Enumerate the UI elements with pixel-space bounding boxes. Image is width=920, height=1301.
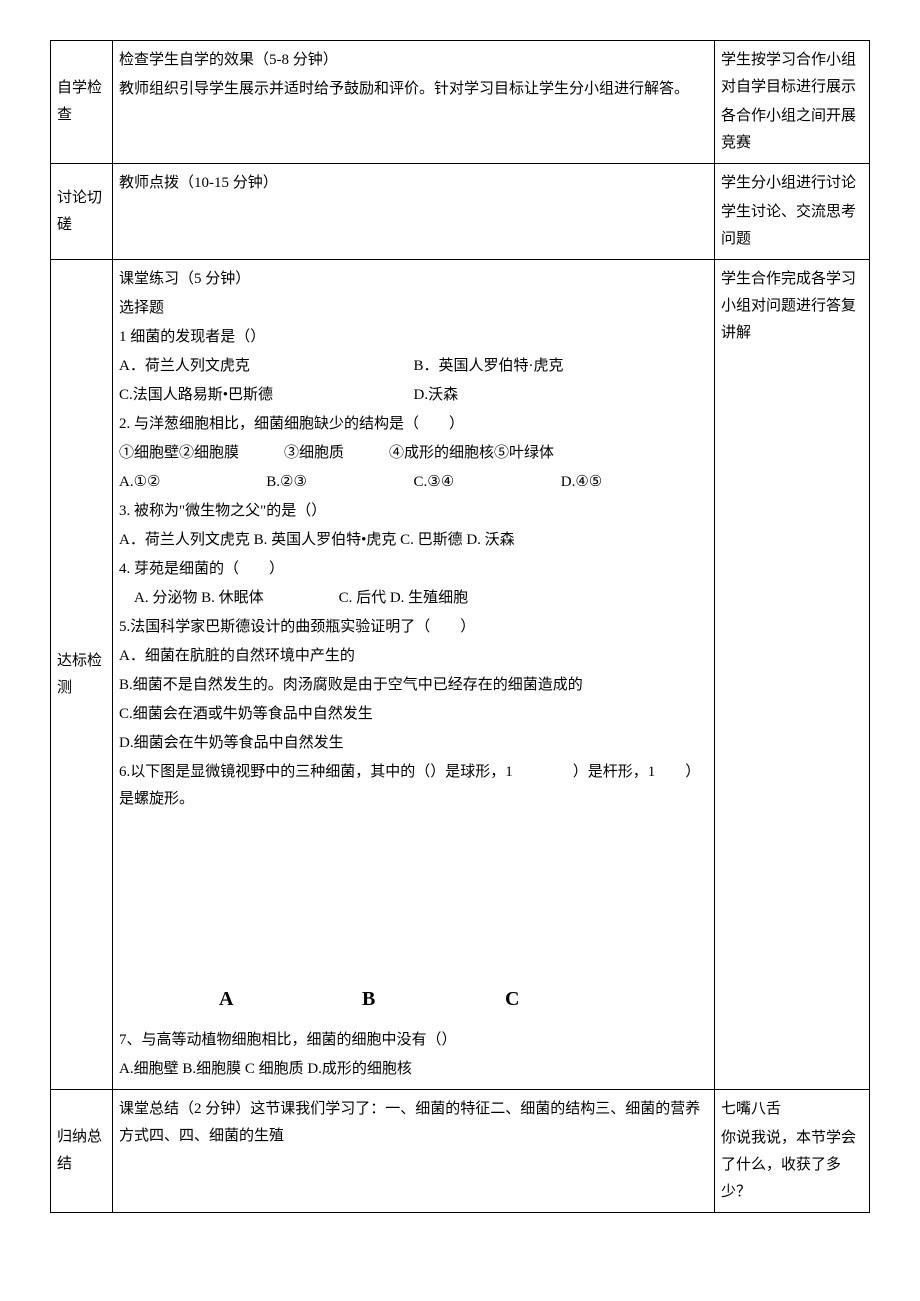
- cell-side: 学生按学习合作小组对自学目标进行展示 各合作小组之间开展竞赛: [715, 41, 870, 164]
- opt: A.①②: [119, 469, 266, 496]
- opt: B．英国人罗伯特·虎克: [414, 353, 709, 380]
- text-line: 选择题: [119, 295, 708, 322]
- label-text: 自学检查: [57, 80, 102, 123]
- opt: C.③④: [414, 469, 561, 496]
- question-2: 2. 与洋葱细胞相比，细菌细胞缺少的结构是（ ）: [119, 411, 708, 438]
- opt: C.法国人路易斯•巴斯德: [119, 382, 414, 409]
- text-line: 七嘴八舌: [721, 1096, 863, 1123]
- question-1: 1 细菌的发现者是（）: [119, 324, 708, 351]
- cell-side: 学生分小组进行讨论 学生讨论、交流思考问题: [715, 164, 870, 260]
- q3-opts: A．荷兰人列文虎克 B. 英国人罗伯特•虎克 C. 巴斯德 D. 沃森: [119, 527, 708, 554]
- q5-opt-a: A．细菌在肮脏的自然环境中产生的: [119, 643, 708, 670]
- label-c: C: [505, 981, 648, 1017]
- cell-side: 七嘴八舌 你说我说，本节学会了什么，收获了多少？: [715, 1090, 870, 1213]
- row-summary: 归纳总结 课堂总结（2 分钟）这节课我们学习了：一、细菌的特征二、细菌的结构三、…: [51, 1090, 870, 1213]
- cell-label: 归纳总结: [51, 1090, 113, 1213]
- question-7: 7、与高等动植物细胞相比，细菌的细胞中没有（）: [119, 1027, 708, 1054]
- cell-label: 达标检测: [51, 260, 113, 1090]
- label-text: 归纳总结: [57, 1129, 102, 1172]
- text-line: 各合作小组之间开展竞赛: [721, 103, 863, 157]
- q5-opt-b: B.细菌不是自然发生的。肉汤腐败是由于空气中已经存在的细菌造成的: [119, 672, 708, 699]
- label-text: 达标检测: [57, 653, 102, 696]
- opt: A．荷兰人列文虎克: [119, 353, 414, 380]
- row-discussion: 讨论切磋 教师点拨（10-15 分钟） 学生分小组进行讨论 学生讨论、交流思考问…: [51, 164, 870, 260]
- row-assessment: 达标检测 课堂练习（5 分钟） 选择题 1 细菌的发现者是（） A．荷兰人列文虎…: [51, 260, 870, 1090]
- text-line: 教师点拨（10-15 分钟）: [119, 170, 708, 197]
- opt: D.④⑤: [561, 469, 708, 496]
- cell-main: 教师点拨（10-15 分钟）: [113, 164, 715, 260]
- text-line: 学生按学习合作小组对自学目标进行展示: [721, 47, 863, 101]
- bacteria-image-placeholder: [119, 815, 708, 975]
- question-5: 5.法国科学家巴斯德设计的曲颈瓶实验证明了（ ）: [119, 614, 708, 641]
- text-line: 课堂练习（5 分钟）: [119, 266, 708, 293]
- label-b: B: [362, 981, 505, 1017]
- q4-opts: A. 分泌物 B. 休眠体 C. 后代 D. 生殖细胞: [119, 585, 708, 612]
- image-labels-row: A B C: [119, 981, 708, 1017]
- cell-side: 学生合作完成各学习小组对问题进行答复讲解: [715, 260, 870, 1090]
- row-self-check: 自学检查 检查学生自学的效果（5-8 分钟） 教师组织引导学生展示并适时给予鼓励…: [51, 41, 870, 164]
- q7-opts: A.细胞壁 B.细胞膜 C 细胞质 D.成形的细胞核: [119, 1056, 708, 1083]
- lesson-plan-table: 自学检查 检查学生自学的效果（5-8 分钟） 教师组织引导学生展示并适时给予鼓励…: [50, 40, 870, 1213]
- text-line: 学生合作完成各学习小组对问题进行答复讲解: [721, 266, 863, 347]
- text-line: 检查学生自学的效果（5-8 分钟）: [119, 47, 708, 74]
- q2-items: ①细胞壁②细胞膜 ③细胞质 ④成形的细胞核⑤叶绿体: [119, 440, 708, 467]
- q1-opts-row1: A．荷兰人列文虎克 B．英国人罗伯特·虎克: [119, 353, 708, 380]
- text-line: 学生讨论、交流思考问题: [721, 199, 863, 253]
- q2-opts: A.①② B.②③ C.③④ D.④⑤: [119, 469, 708, 496]
- text-line: 课堂总结（2 分钟）这节课我们学习了：一、细菌的特征二、细菌的结构三、细菌的营养…: [119, 1096, 708, 1150]
- text-line: 学生分小组进行讨论: [721, 170, 863, 197]
- cell-main: 课堂练习（5 分钟） 选择题 1 细菌的发现者是（） A．荷兰人列文虎克 B．英…: [113, 260, 715, 1090]
- q5-opt-c: C.细菌会在酒或牛奶等食品中自然发生: [119, 701, 708, 728]
- label-text: 讨论切磋: [57, 190, 102, 233]
- text-line: 你说我说，本节学会了什么，收获了多少？: [721, 1125, 863, 1206]
- text-line: 教师组织引导学生展示并适时给予鼓励和评价。针对学习目标让学生分小组进行解答。: [119, 76, 708, 103]
- label-a: A: [219, 981, 362, 1017]
- opt: D.沃森: [414, 382, 709, 409]
- opt: B.②③: [266, 469, 413, 496]
- question-4: 4. 芽苑是细菌的（ ）: [119, 556, 708, 583]
- q1-opts-row2: C.法国人路易斯•巴斯德 D.沃森: [119, 382, 708, 409]
- cell-label: 自学检查: [51, 41, 113, 164]
- cell-label: 讨论切磋: [51, 164, 113, 260]
- q5-opt-d: D.细菌会在牛奶等食品中自然发生: [119, 730, 708, 757]
- question-6: 6.以下图是显微镜视野中的三种细菌，其中的（）是球形，1 ）是杆形，1 ）是螺旋…: [119, 759, 708, 813]
- cell-main: 课堂总结（2 分钟）这节课我们学习了：一、细菌的特征二、细菌的结构三、细菌的营养…: [113, 1090, 715, 1213]
- question-3: 3. 被称为"微生物之父"的是（）: [119, 498, 708, 525]
- cell-main: 检查学生自学的效果（5-8 分钟） 教师组织引导学生展示并适时给予鼓励和评价。针…: [113, 41, 715, 164]
